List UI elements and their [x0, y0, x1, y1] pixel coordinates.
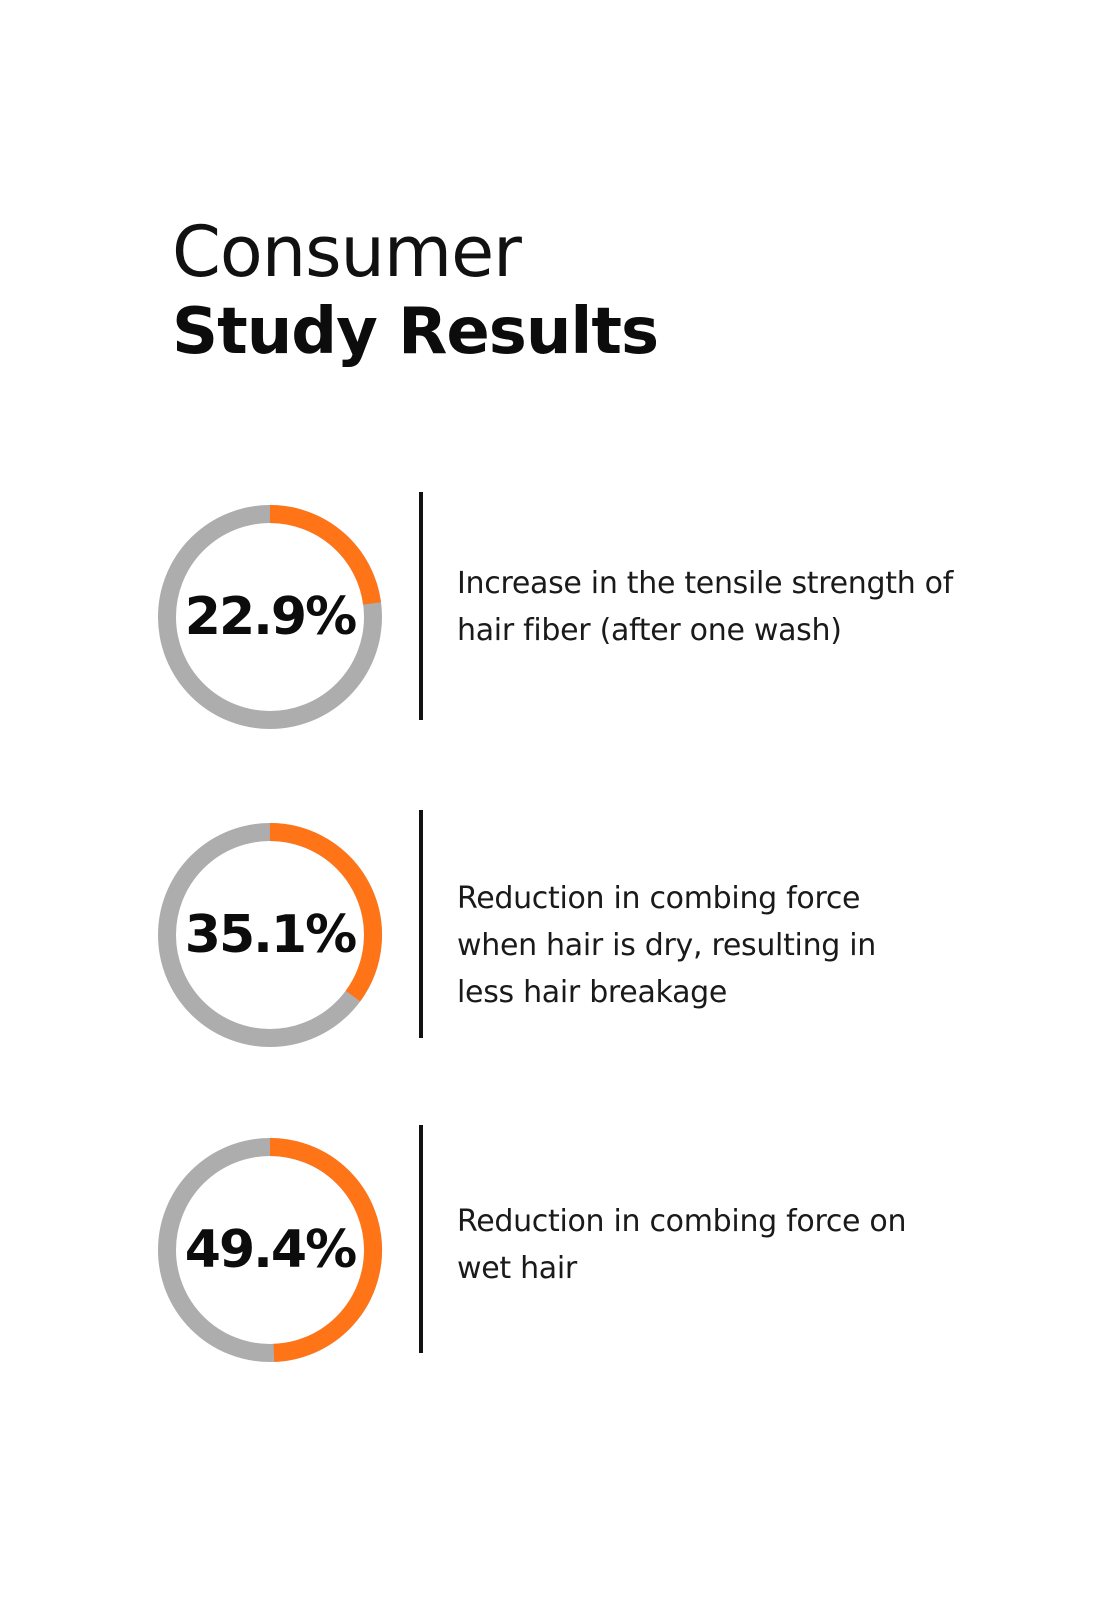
donut-chart: 22.9%	[155, 502, 385, 732]
donut-value-arc	[269, 823, 382, 1002]
vertical-divider	[419, 492, 423, 720]
donut-chart-svg	[158, 505, 382, 729]
donut-value-arc	[269, 505, 382, 605]
donut-chart: 49.4%	[155, 1135, 385, 1365]
description-line: when hair is dry, resulting in	[457, 928, 877, 963]
description-line: Reduction in combing force on	[457, 1204, 907, 1239]
donut-value-arc	[269, 1138, 383, 1362]
stat-value: 35.1%	[184, 905, 357, 965]
title-line-bold: Study Results	[172, 295, 659, 369]
donut-chart-svg	[158, 1138, 383, 1362]
donut-chart: 35.1%	[155, 820, 385, 1050]
donut-chart-svg	[158, 823, 382, 1047]
description-line: Increase in the tensile strength of	[457, 566, 953, 601]
description-line: Reduction in combing force	[457, 881, 861, 916]
vertical-divider	[419, 1125, 423, 1353]
stat-row-dry-combing: 35.1% Reduction in combing force when ha…	[0, 810, 1100, 1060]
stat-row-tensile-strength: 22.9% Increase in the tensile strength o…	[0, 492, 1100, 742]
title-line-light: Consumer	[172, 211, 522, 293]
stat-description: Reduction in combing force on wet hair	[457, 1198, 997, 1292]
page-title: Consumer Study Results	[172, 211, 659, 372]
vertical-divider	[419, 810, 423, 1038]
description-line: less hair breakage	[457, 975, 728, 1010]
stat-value: 22.9%	[184, 587, 357, 647]
stat-value: 49.4%	[184, 1220, 357, 1280]
description-line: wet hair	[457, 1251, 577, 1286]
stat-description: Reduction in combing force when hair is …	[457, 875, 997, 1016]
description-line: hair fiber (after one wash)	[457, 613, 842, 648]
stat-row-wet-combing: 49.4% Reduction in combing force on wet …	[0, 1125, 1100, 1375]
stat-description: Increase in the tensile strength of hair…	[457, 560, 997, 654]
